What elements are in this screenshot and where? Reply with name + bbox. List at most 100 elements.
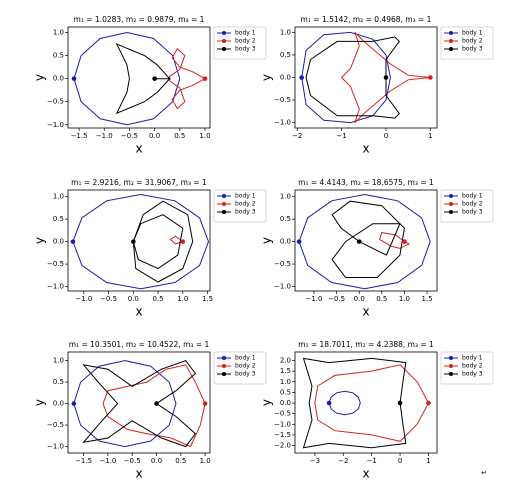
- x-tick-label: 1: [428, 132, 432, 140]
- y-tick-label: 0.0: [53, 238, 64, 246]
- orbit-line: [73, 31, 181, 126]
- x-axis-label: x: [135, 305, 142, 319]
- body-marker: [131, 239, 136, 244]
- page-mark: ↵: [481, 469, 487, 477]
- legend-label: body 3: [462, 371, 483, 378]
- x-tick-label: −1.0: [99, 457, 116, 465]
- y-tick-label: −0.5: [274, 260, 291, 268]
- subplot-title: m₁ = 2.9216, m₂ = 31.9067, m₃ = 1: [71, 178, 207, 187]
- y-tick-label: 0.5: [280, 388, 291, 396]
- orbit-line: [73, 360, 177, 448]
- y-tick-label: 0.5: [53, 215, 64, 223]
- subplot-title: m₁ = 1.0283, m₂ = 0.9879, m₃ = 1: [74, 15, 205, 24]
- orbit-line: [302, 357, 407, 449]
- y-tick-label: 1.0: [280, 28, 291, 36]
- legend-label: body 3: [235, 209, 256, 216]
- x-tick-label: −2: [292, 132, 302, 140]
- y-tick-label: 0.0: [280, 74, 291, 82]
- x-tick-label: −1.5: [75, 457, 92, 465]
- axes-frame: [294, 26, 438, 129]
- y-tick-label: 1.0: [53, 193, 64, 201]
- legend-marker: [449, 372, 453, 376]
- legend-label: body 2: [235, 38, 256, 45]
- x-tick-label: 0: [398, 457, 402, 465]
- y-tick-label: −1.0: [274, 119, 291, 127]
- x-tick-label: 0.0: [128, 295, 139, 303]
- y-tick-label: −1.0: [274, 420, 291, 428]
- body-marker: [402, 239, 407, 244]
- y-tick-label: 0.5: [280, 215, 291, 223]
- y-tick-label: 0.5: [53, 52, 64, 60]
- legend-marker: [449, 194, 453, 198]
- x-tick-label: −2: [338, 457, 348, 465]
- y-tick-label: 2.0: [280, 357, 291, 365]
- subplot: m₁ = 1.5142, m₂ = 0.4968, m₃ = 1 −2 −1 0 1 −1…: [260, 15, 494, 156]
- body-marker: [397, 400, 403, 406]
- legend-label: body 1: [235, 30, 256, 37]
- y-axis-label: y: [33, 74, 47, 81]
- y-tick-label: −1.0: [274, 283, 291, 291]
- subplot-title: m₁ = 1.5142, m₂ = 0.4968, m₃ = 1: [301, 15, 432, 24]
- orbit-line: [298, 193, 431, 290]
- legend-label: body 2: [462, 201, 483, 208]
- y-tick-label: −1.0: [47, 443, 64, 451]
- y-axis-label: y: [260, 399, 274, 406]
- y-tick-label: 1.0: [280, 378, 291, 386]
- body-marker: [426, 400, 431, 406]
- y-tick-label: −0.5: [274, 96, 291, 104]
- body-marker: [383, 75, 389, 80]
- body-marker: [71, 401, 77, 406]
- x-tick-label: −3: [310, 457, 320, 465]
- y-tick-label: −0.5: [47, 260, 64, 268]
- legend-marker: [222, 31, 226, 35]
- legend-label: body 2: [462, 38, 483, 45]
- legend-label: body 1: [235, 355, 256, 362]
- x-tick-label: 1.0: [177, 295, 188, 303]
- x-axis-label: x: [135, 467, 142, 481]
- y-axis-label: y: [33, 237, 47, 244]
- legend-marker: [222, 364, 226, 368]
- y-tick-label: −0.5: [274, 410, 291, 418]
- legend-label: body 1: [462, 193, 483, 200]
- y-tick-label: −0.5: [47, 98, 64, 106]
- legend-marker: [449, 47, 453, 51]
- orbit-line: [305, 36, 400, 119]
- body-marker: [180, 239, 186, 244]
- axes-frame: [67, 26, 211, 129]
- x-tick-label: 1.0: [199, 132, 210, 140]
- legend-label: body 3: [462, 46, 483, 53]
- x-tick-label: −0.5: [328, 295, 345, 303]
- x-tick-label: −1.0: [96, 132, 113, 140]
- x-tick-label: −1.0: [75, 295, 92, 303]
- y-tick-label: 1.0: [280, 193, 291, 201]
- legend-marker: [449, 202, 453, 206]
- legend-box: [213, 351, 267, 385]
- body-marker: [356, 239, 362, 244]
- body-marker: [296, 239, 302, 244]
- x-tick-label: 1.5: [202, 295, 213, 303]
- legend-marker: [449, 31, 453, 35]
- orbit-line: [169, 235, 184, 245]
- legend-box: [213, 26, 267, 60]
- orbit-line: [132, 200, 194, 283]
- x-tick-label: −1.5: [71, 132, 88, 140]
- orbit-line: [115, 43, 171, 115]
- x-tick-label: 0.5: [376, 295, 387, 303]
- legend-label: body 1: [462, 355, 483, 362]
- axes-frame: [67, 351, 211, 454]
- subplot: m₁ = 18.7011, m₂ = 4.2388, m₃ = 1 −3 −2 −1 0…: [260, 340, 494, 481]
- x-tick-label: −1.0: [305, 295, 322, 303]
- legend-box: [440, 351, 494, 385]
- orbit-line: [169, 47, 206, 110]
- orbit-line: [82, 360, 197, 448]
- axes-frame: [294, 351, 438, 454]
- x-axis-label: x: [362, 467, 369, 481]
- x-tick-label: 1: [426, 457, 430, 465]
- legend-label: body 2: [462, 363, 483, 370]
- x-tick-label: 0.5: [174, 132, 185, 140]
- body-marker: [152, 76, 157, 81]
- x-tick-label: 0.0: [149, 132, 160, 140]
- x-axis-label: x: [362, 142, 369, 156]
- body-marker: [70, 239, 76, 244]
